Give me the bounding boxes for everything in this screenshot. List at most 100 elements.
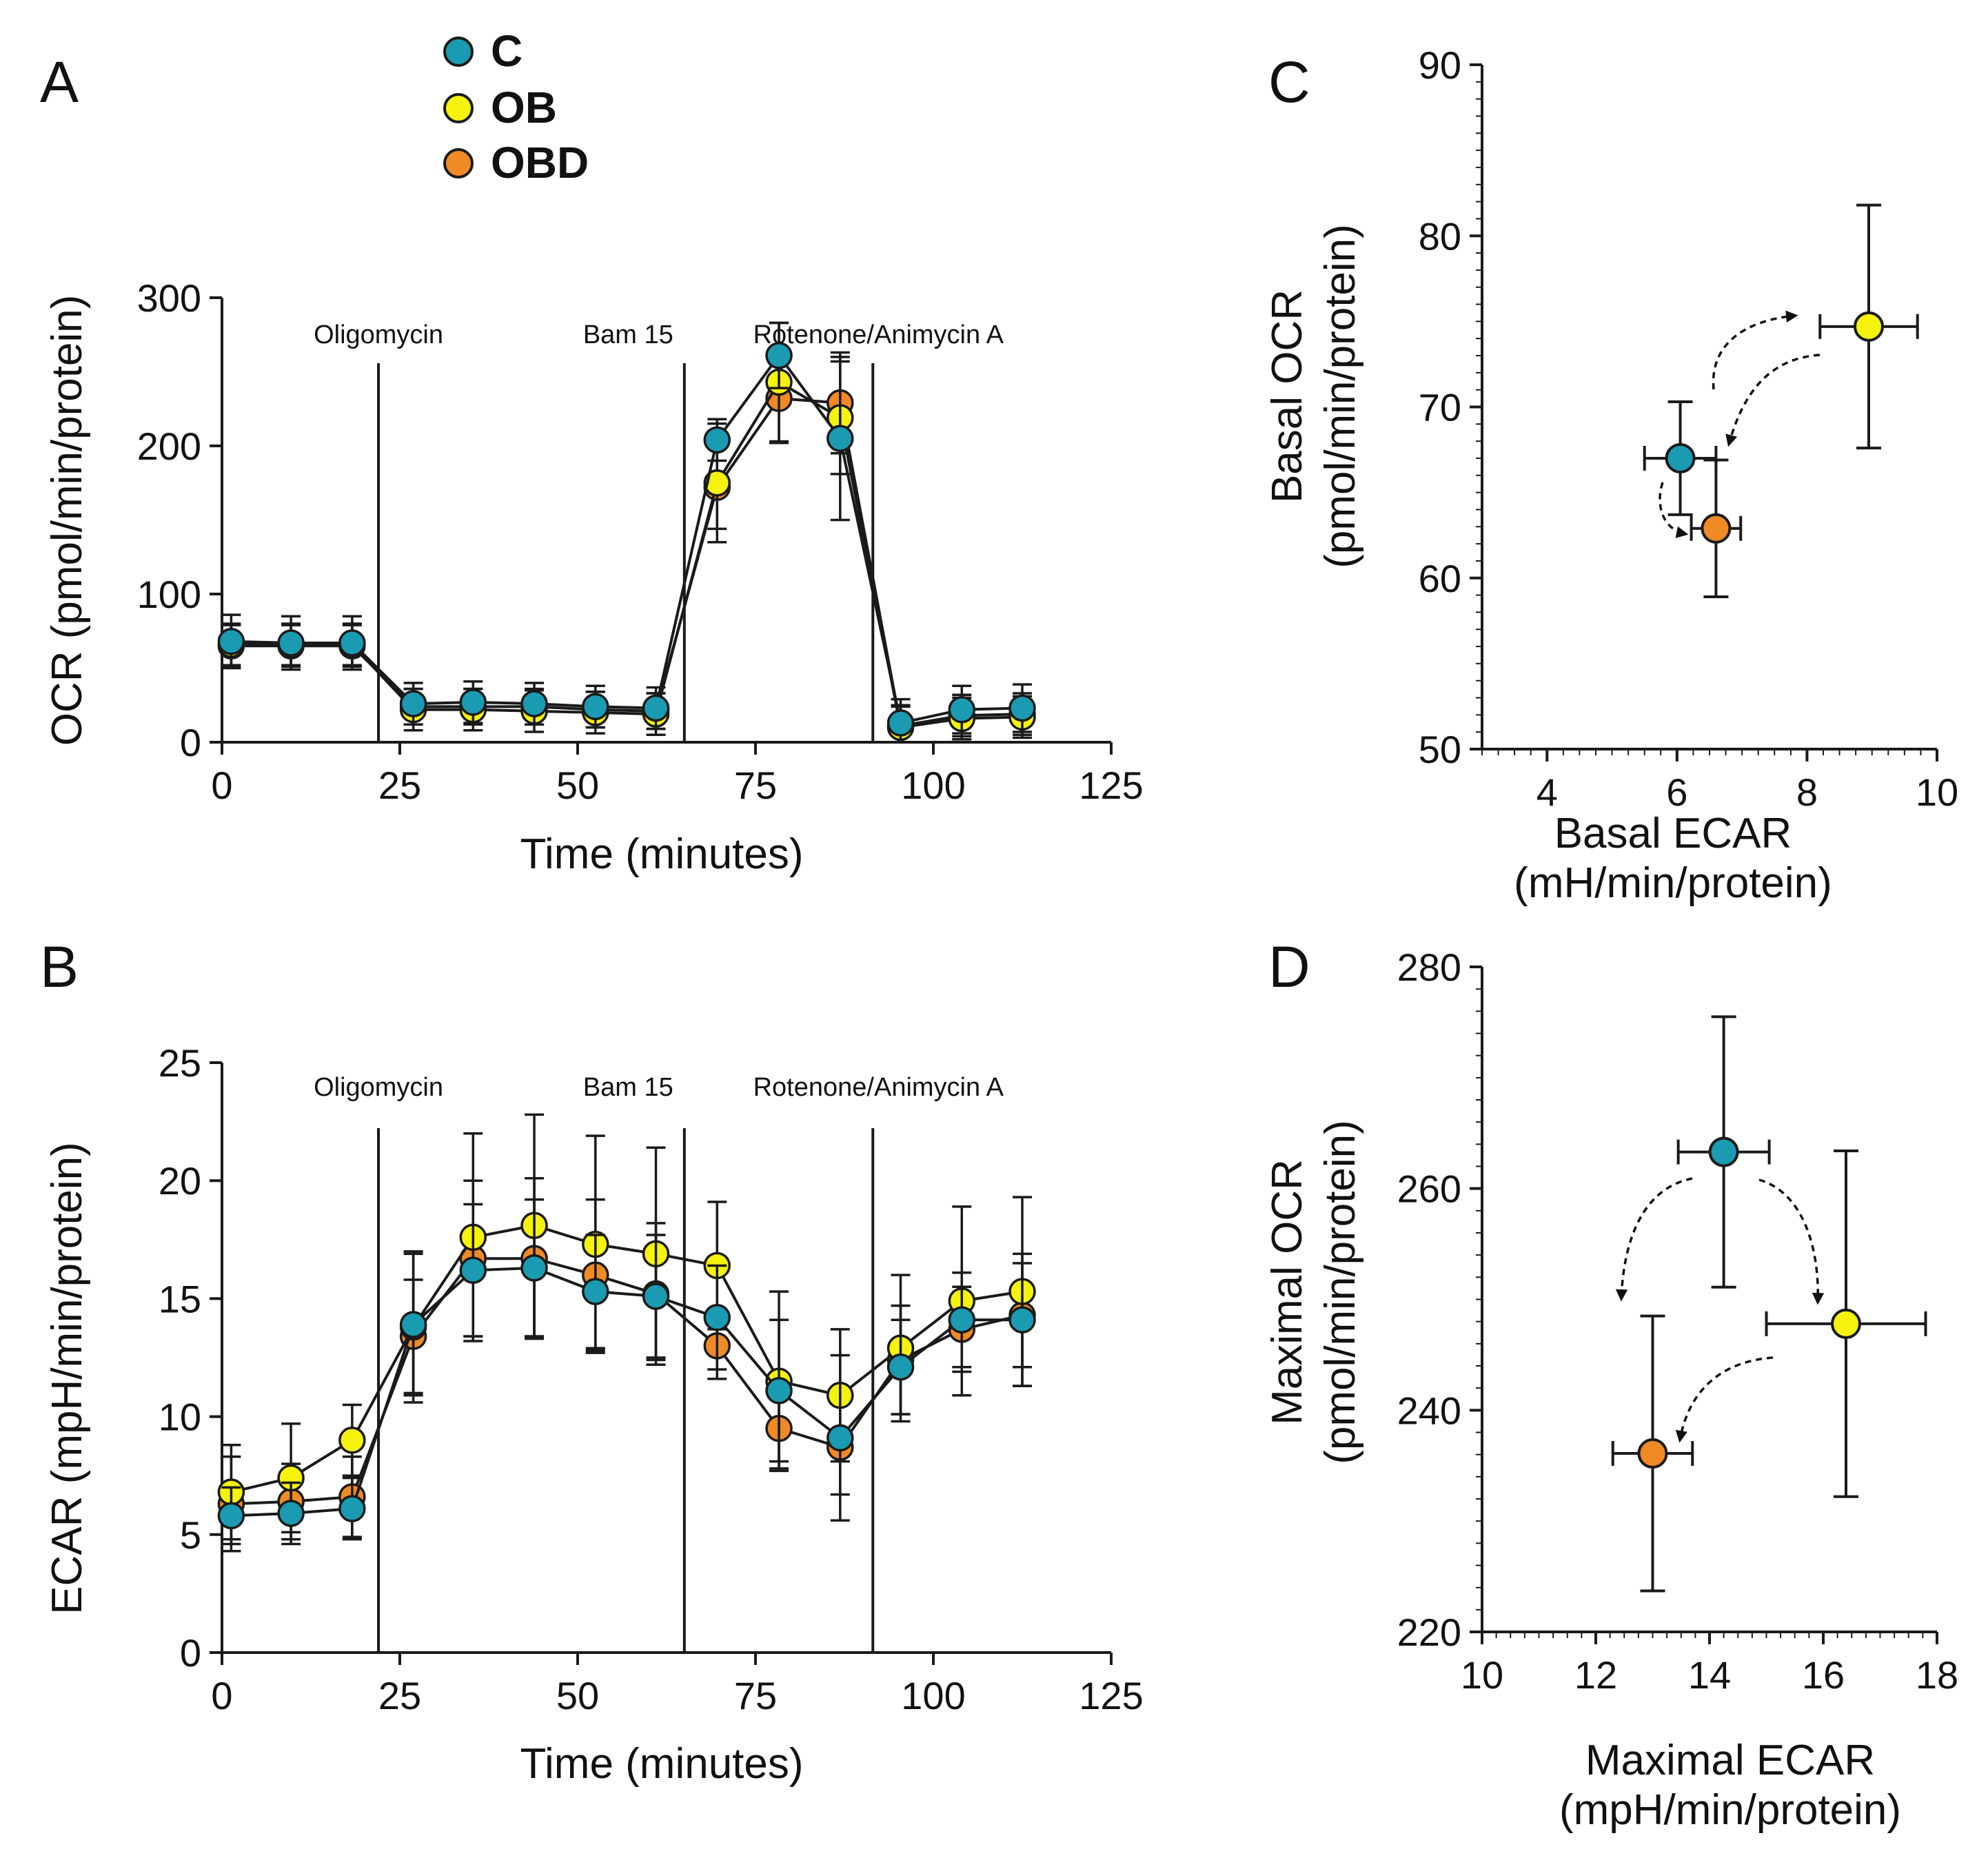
panel-d-y-tick-label: 220 xyxy=(1397,1611,1461,1654)
legend-item-obd: OBD xyxy=(443,138,589,187)
data-point-c xyxy=(1665,442,1696,473)
series-line-ob xyxy=(231,380,1023,729)
panel-a: A 0 100 200 300 0 25 50 75 100 125 Oligomycin Bam 1… xyxy=(40,50,1144,878)
data-point-c xyxy=(520,1254,548,1282)
legend-marker-obd xyxy=(443,148,474,178)
panel-c-y-tick-label: 80 xyxy=(1419,214,1461,258)
panel-label-b: B xyxy=(40,934,79,999)
data-point-c xyxy=(886,1353,915,1381)
series-ob xyxy=(217,1113,1036,1541)
data-point-ob xyxy=(703,469,731,497)
legend: C OB OBD xyxy=(443,26,589,187)
panel-c-x-title-2: (mH/min/protein) xyxy=(1514,859,1832,907)
legend-item-ob: OB xyxy=(443,83,557,132)
panel-a-x-tick-label: 100 xyxy=(901,764,965,807)
data-point-obd xyxy=(1637,1438,1668,1469)
panel-d-y-tick-label: 240 xyxy=(1397,1389,1461,1432)
panel-a-x-title: Time (minutes) xyxy=(520,830,803,878)
transition-arrow-ob-to-obd xyxy=(1675,1356,1774,1443)
legend-item-c: C xyxy=(443,26,523,76)
panel-b-plot: 0 5 10 15 20 25 0 25 50 75 100 125 Oligomycin Bam 15 R… xyxy=(159,1041,1144,1717)
data-point-c xyxy=(1708,1136,1739,1167)
data-point-c xyxy=(582,693,609,721)
panel-a-y-tick-label: 0 xyxy=(180,721,201,764)
data-point-c xyxy=(826,1424,854,1452)
series-line-obd xyxy=(231,397,1023,728)
panel-d-plot: 220 240 260 280 10 12 14 16 18 xyxy=(1397,946,1959,1697)
panel-b-x-tick-label: 25 xyxy=(378,1674,421,1717)
data-point-c xyxy=(217,628,245,655)
data-point-c xyxy=(642,694,670,722)
panel-c-x-tick-label: 4 xyxy=(1536,770,1558,814)
data-point-c xyxy=(399,1311,427,1338)
data-point-c xyxy=(399,690,427,717)
panel-b-x-tick-label: 125 xyxy=(1079,1674,1143,1717)
panel-a-x-tick-label: 0 xyxy=(211,764,232,807)
legend-label-obd: OBD xyxy=(491,138,589,187)
panel-c-y-tick-label: 70 xyxy=(1419,386,1461,429)
panel-d-y-title-1: Maximal OCR xyxy=(1264,1159,1311,1425)
panel-d: D 220 240 260 280 10 12 14 16 18 Maximal ECAR (m… xyxy=(1264,934,1958,1834)
event-label-rotenone-animycin-a: Rotenone/Animycin A xyxy=(753,1073,1004,1102)
panel-label-a: A xyxy=(40,50,79,114)
series-c xyxy=(217,1198,1036,1546)
data-point-c xyxy=(765,342,793,369)
panel-c-y-tick-label: 50 xyxy=(1419,728,1461,771)
panel-c-y-tick-label: 90 xyxy=(1419,43,1461,87)
series-line-c xyxy=(231,353,1023,725)
panel-b-y-tick-label: 10 xyxy=(159,1396,201,1439)
panel-c: C 50 60 70 80 90 4 6 8 10 Basal ECAR (mH/min/pro… xyxy=(1264,43,1958,907)
panel-b-x-title: Time (minutes) xyxy=(520,1740,803,1788)
panel-d-x-title-1: Maximal ECAR xyxy=(1585,1737,1875,1784)
panel-a-x-tick-label: 75 xyxy=(734,764,777,807)
data-point-c xyxy=(338,629,366,657)
event-label-bam-15: Bam 15 xyxy=(583,320,673,349)
data-point-obd xyxy=(1701,513,1732,544)
panel-d-x-title-2: (mpH/min/protein) xyxy=(1559,1786,1901,1834)
transition-arrow-c-to-ob xyxy=(1758,1178,1825,1305)
panel-a-x-tick-label: 50 xyxy=(556,764,599,807)
data-point-c xyxy=(582,1278,609,1305)
data-point-c xyxy=(765,1377,793,1404)
panel-c-x-tick-label: 6 xyxy=(1666,770,1687,814)
panel-d-y-tick-label: 260 xyxy=(1397,1167,1461,1211)
transition-arrow-c-to-ob xyxy=(1712,310,1798,390)
data-point-c xyxy=(948,695,976,724)
panel-label-c: C xyxy=(1268,50,1310,114)
data-point-c xyxy=(1008,1306,1036,1333)
panel-b: B 0 5 10 15 20 25 0 25 50 75 100 125 Oligomycin Bam 1… xyxy=(40,934,1144,1788)
panel-b-x-tick-label: 100 xyxy=(901,1674,965,1717)
panel-a-y-tick-label: 100 xyxy=(137,573,201,616)
panel-d-x-tick-label: 12 xyxy=(1574,1653,1617,1697)
panel-b-y-tick-label: 25 xyxy=(159,1041,201,1085)
panel-a-y-tick-label: 200 xyxy=(137,425,201,468)
event-label-oligomycin: Oligomycin xyxy=(314,1073,443,1102)
panel-d-x-tick-label: 18 xyxy=(1916,1653,1958,1697)
panel-b-x-tick-label: 50 xyxy=(556,1674,599,1717)
point-group-ob xyxy=(1818,203,1919,450)
panel-a-x-tick-label: 125 xyxy=(1079,764,1143,807)
panel-label-d: D xyxy=(1268,934,1310,999)
data-point-ob xyxy=(1831,1308,1861,1339)
data-point-c xyxy=(703,1304,731,1331)
transition-arrow-ob-to-obd xyxy=(1725,354,1820,447)
panel-b-y-tick-label: 15 xyxy=(159,1277,201,1320)
panel-a-y-title: OCR (pmol/min/protein) xyxy=(43,295,91,746)
data-point-c xyxy=(338,1495,366,1522)
panel-c-x-title-1: Basal ECAR xyxy=(1554,810,1792,857)
panel-a-plot: 0 100 200 300 0 25 50 75 100 125 Oligomycin Bam 15 R… xyxy=(137,276,1144,807)
panel-d-y-tick-label: 280 xyxy=(1397,946,1461,989)
data-point-c xyxy=(826,425,854,452)
data-point-c xyxy=(277,629,305,657)
data-point-ob xyxy=(1854,311,1884,342)
point-group-c xyxy=(1676,1015,1771,1289)
panel-c-y-tick-label: 60 xyxy=(1419,557,1461,600)
data-point-c xyxy=(277,1500,305,1527)
event-label-bam-15: Bam 15 xyxy=(583,1073,673,1102)
data-point-c xyxy=(642,1282,670,1310)
panel-a-x-tick-label: 25 xyxy=(378,764,421,807)
panel-b-y-tick-label: 20 xyxy=(159,1159,201,1203)
panel-b-x-tick-label: 0 xyxy=(211,1674,232,1717)
panel-b-y-tick-label: 5 xyxy=(180,1513,201,1557)
